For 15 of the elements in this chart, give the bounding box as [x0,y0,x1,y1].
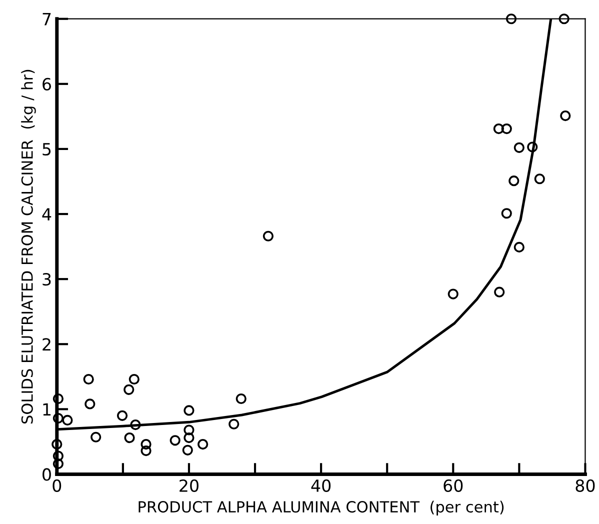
x-tick-label: 40 [311,479,331,492]
y-tick-label: 3 [42,273,51,286]
y-tick-label: 2 [42,338,50,350]
y-tick-label: 7 [42,13,51,26]
x-tick-label: 20 [180,479,198,492]
x-tick-label: 80 [576,479,595,492]
y-tick-label: 0 [42,468,51,481]
x-tick-label: 0 [52,479,62,492]
x-axis-title: PRODUCT ALPHA ALUMINA CONTENT (per cent) [138,500,504,516]
y-tick-label: 5 [42,143,51,156]
y-tick-label: 1 [43,403,51,416]
y-tick-label: 6 [42,78,51,90]
y-axis-title: SOLIDS ELUTRIATED FROM CALCINER (kg / hr) [21,70,36,424]
x-tick-label: 60 [444,479,463,492]
y-tick-label: 4 [42,208,52,220]
